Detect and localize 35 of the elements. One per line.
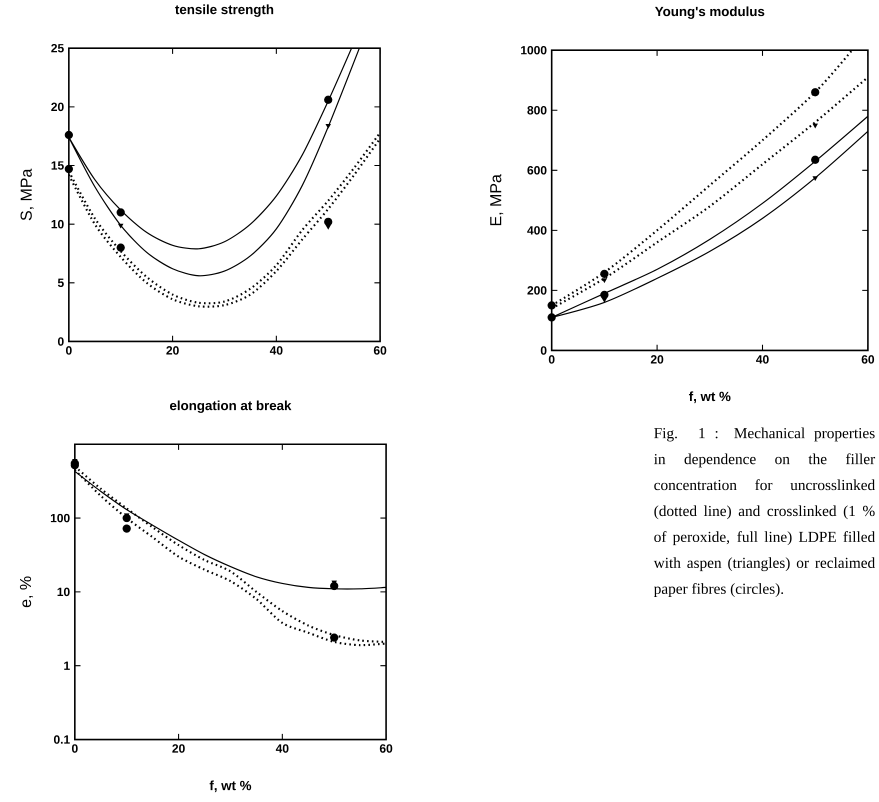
chart-title: Young's modulus bbox=[654, 6, 764, 19]
y-axis-title: S, MPa bbox=[20, 168, 34, 220]
y-axis-title: E, MPa bbox=[490, 174, 504, 225]
y-tick-label: 1000 bbox=[521, 46, 546, 54]
x-tick-label: 40 bbox=[276, 744, 288, 753]
x-tick-label: 0 bbox=[548, 354, 555, 364]
chart-title: elongation at break bbox=[170, 400, 292, 413]
y-tick-label: 800 bbox=[527, 106, 546, 114]
y-tick-label: 100 bbox=[50, 514, 70, 522]
y-tick-label: 20 bbox=[51, 102, 64, 111]
y-tick-label: 1 bbox=[64, 661, 70, 670]
y-tick-label: 600 bbox=[527, 166, 546, 174]
y-tick-label: 5 bbox=[58, 278, 64, 287]
x-tick-label: 20 bbox=[172, 744, 185, 753]
x-tick-label: 20 bbox=[166, 346, 179, 354]
y-tick-label: 200 bbox=[527, 286, 546, 294]
x-tick-label: 0 bbox=[72, 744, 78, 753]
x-axis-title: f, wt % bbox=[688, 391, 730, 403]
y-tick-label: 400 bbox=[527, 226, 546, 234]
x-tick-label: 40 bbox=[270, 346, 283, 354]
y-axis-title: e, % bbox=[20, 576, 34, 607]
x-tick-label: 20 bbox=[650, 354, 664, 364]
x-tick-label: 60 bbox=[862, 354, 874, 364]
x-tick-label: 60 bbox=[374, 346, 386, 354]
y-tick-label: 25 bbox=[51, 44, 64, 52]
caption: Fig. 1 : Mechanical properties in dependence on the filler concentration for uncrosslinked (dotted line) and crosslinked (1 % of peroxide, full line) LDPE filled with aspen (triangles) or reclaimed paper fibres (circles). bbox=[654, 427, 876, 597]
y-tick-label: 10 bbox=[58, 587, 70, 596]
x-axis-title: f, wt % bbox=[210, 780, 252, 792]
x-tick-label: 60 bbox=[380, 744, 392, 753]
y-tick-label: 0 bbox=[58, 337, 64, 346]
y-tick-label: 0.1 bbox=[54, 735, 70, 744]
chart-title: tensile strength bbox=[175, 4, 274, 17]
x-tick-label: 40 bbox=[756, 354, 769, 364]
y-tick-label: 10 bbox=[52, 220, 64, 228]
y-tick-label: 15 bbox=[52, 161, 64, 170]
